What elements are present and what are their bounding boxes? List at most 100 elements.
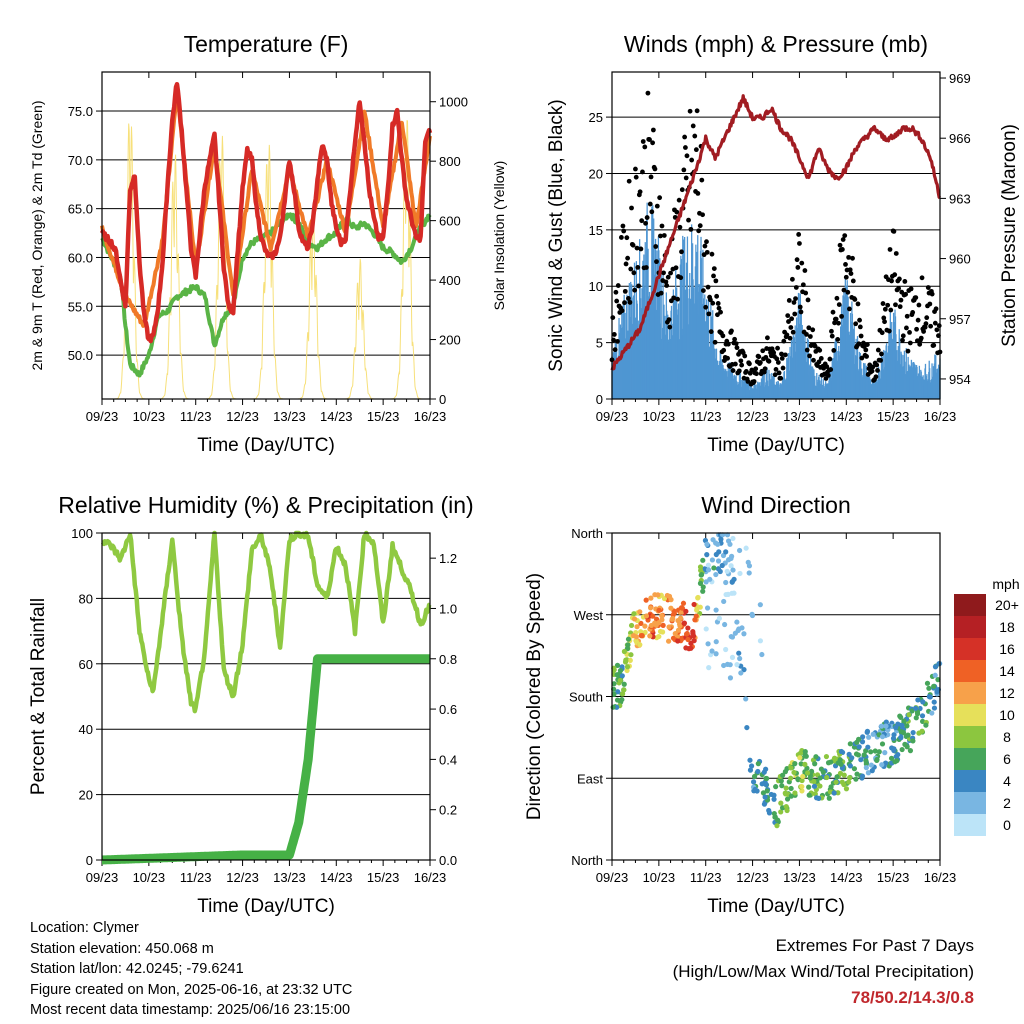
gust-point (782, 352, 788, 358)
y-tick-label: South (569, 690, 603, 705)
direction-point (768, 791, 774, 798)
colorbar-unit: mph (992, 576, 1019, 592)
direction-point (811, 783, 818, 789)
gust-point (905, 348, 911, 354)
direction-point (929, 710, 935, 716)
direction-point (883, 760, 889, 766)
gust-point (875, 347, 881, 353)
direction-point (713, 607, 719, 613)
gust-point (861, 340, 866, 346)
y-tick-label: East (577, 771, 603, 786)
direction-point (926, 694, 932, 700)
gust-point (779, 355, 785, 361)
gust-point (686, 217, 691, 223)
gust-point (658, 233, 663, 239)
gust-point (789, 316, 795, 322)
precip-line (98, 654, 434, 865)
gust-point (900, 337, 905, 343)
gust-point (633, 174, 639, 180)
gust-point (788, 325, 794, 330)
gust-point (679, 187, 685, 193)
direction-point (621, 681, 627, 687)
direction-point (633, 638, 639, 644)
gust-point (704, 239, 709, 245)
gust-point (925, 285, 931, 290)
direction-point (835, 790, 841, 796)
direction-point (715, 541, 721, 547)
y2-tick-label: 966 (949, 131, 971, 146)
gust-point (621, 228, 627, 234)
direction-point (705, 562, 712, 568)
x-tick-label: 15/23 (367, 870, 400, 885)
direction-point (621, 648, 628, 655)
gust-point (725, 355, 730, 361)
direction-point (832, 756, 838, 762)
y2-tick-label: 600 (439, 214, 461, 229)
gust-point (931, 342, 937, 348)
gust-point (676, 197, 682, 203)
direction-point (666, 593, 673, 599)
direction-point (879, 723, 885, 729)
direction-point (691, 601, 697, 608)
x-tick-label: 12/23 (226, 870, 259, 885)
direction-point (751, 773, 758, 780)
gust-point (829, 328, 834, 334)
x-tick-label: 10/23 (643, 409, 676, 424)
direction-point (910, 738, 916, 744)
gust-point (923, 321, 929, 327)
gust-point (659, 223, 665, 229)
direction-point (771, 810, 777, 817)
plot-border (101, 71, 431, 400)
direction-point (757, 638, 764, 644)
direction-point (800, 773, 806, 780)
gust-point (654, 259, 659, 265)
direction-point (697, 604, 703, 610)
gust-point (881, 315, 887, 321)
direction-point (723, 591, 729, 598)
y2-tick-label: 969 (949, 71, 971, 86)
x-tick-label: 09/23 (596, 870, 629, 885)
plot-border (611, 71, 941, 400)
direction-point (826, 795, 832, 801)
gust-point (630, 242, 636, 248)
gust-point (924, 315, 930, 321)
gust-point (898, 297, 904, 303)
y2-tick-label: 800 (439, 154, 461, 169)
gust-point (857, 317, 862, 323)
direction-point (817, 783, 823, 789)
gust-point (786, 298, 792, 303)
gust-point (892, 272, 898, 278)
direction-point (729, 590, 735, 596)
direction-point (780, 772, 786, 778)
x-tick-label: 09/23 (596, 409, 629, 424)
direction-point (799, 788, 805, 794)
gust-point (839, 313, 844, 319)
direction-point (723, 646, 729, 653)
direction-point (872, 748, 878, 754)
direction-point (833, 779, 839, 785)
direction-point (804, 765, 810, 771)
direction-point (675, 638, 681, 644)
gust-point (856, 341, 862, 347)
direction-point (668, 605, 674, 611)
direction-point (847, 741, 853, 747)
direction-point (910, 729, 916, 736)
gust-point (652, 166, 658, 172)
direction-point (799, 777, 805, 784)
gust-point (893, 251, 899, 256)
colorbar-label: 12 (999, 685, 1015, 701)
gust-point (639, 218, 645, 224)
direction-point (932, 664, 939, 670)
direction-point (904, 744, 910, 750)
direction-point (883, 719, 889, 725)
y-tick-label: North (571, 526, 603, 541)
gust-point (623, 261, 629, 267)
gust-point (850, 255, 855, 261)
direction-point (846, 775, 853, 781)
y-tick-label: 50.0 (68, 348, 93, 363)
direction-point (743, 696, 749, 702)
colorbar-swatch (954, 726, 986, 748)
direction-point (879, 741, 886, 747)
y2-tick-label: 960 (949, 252, 971, 267)
colorbar-swatch (954, 660, 986, 682)
